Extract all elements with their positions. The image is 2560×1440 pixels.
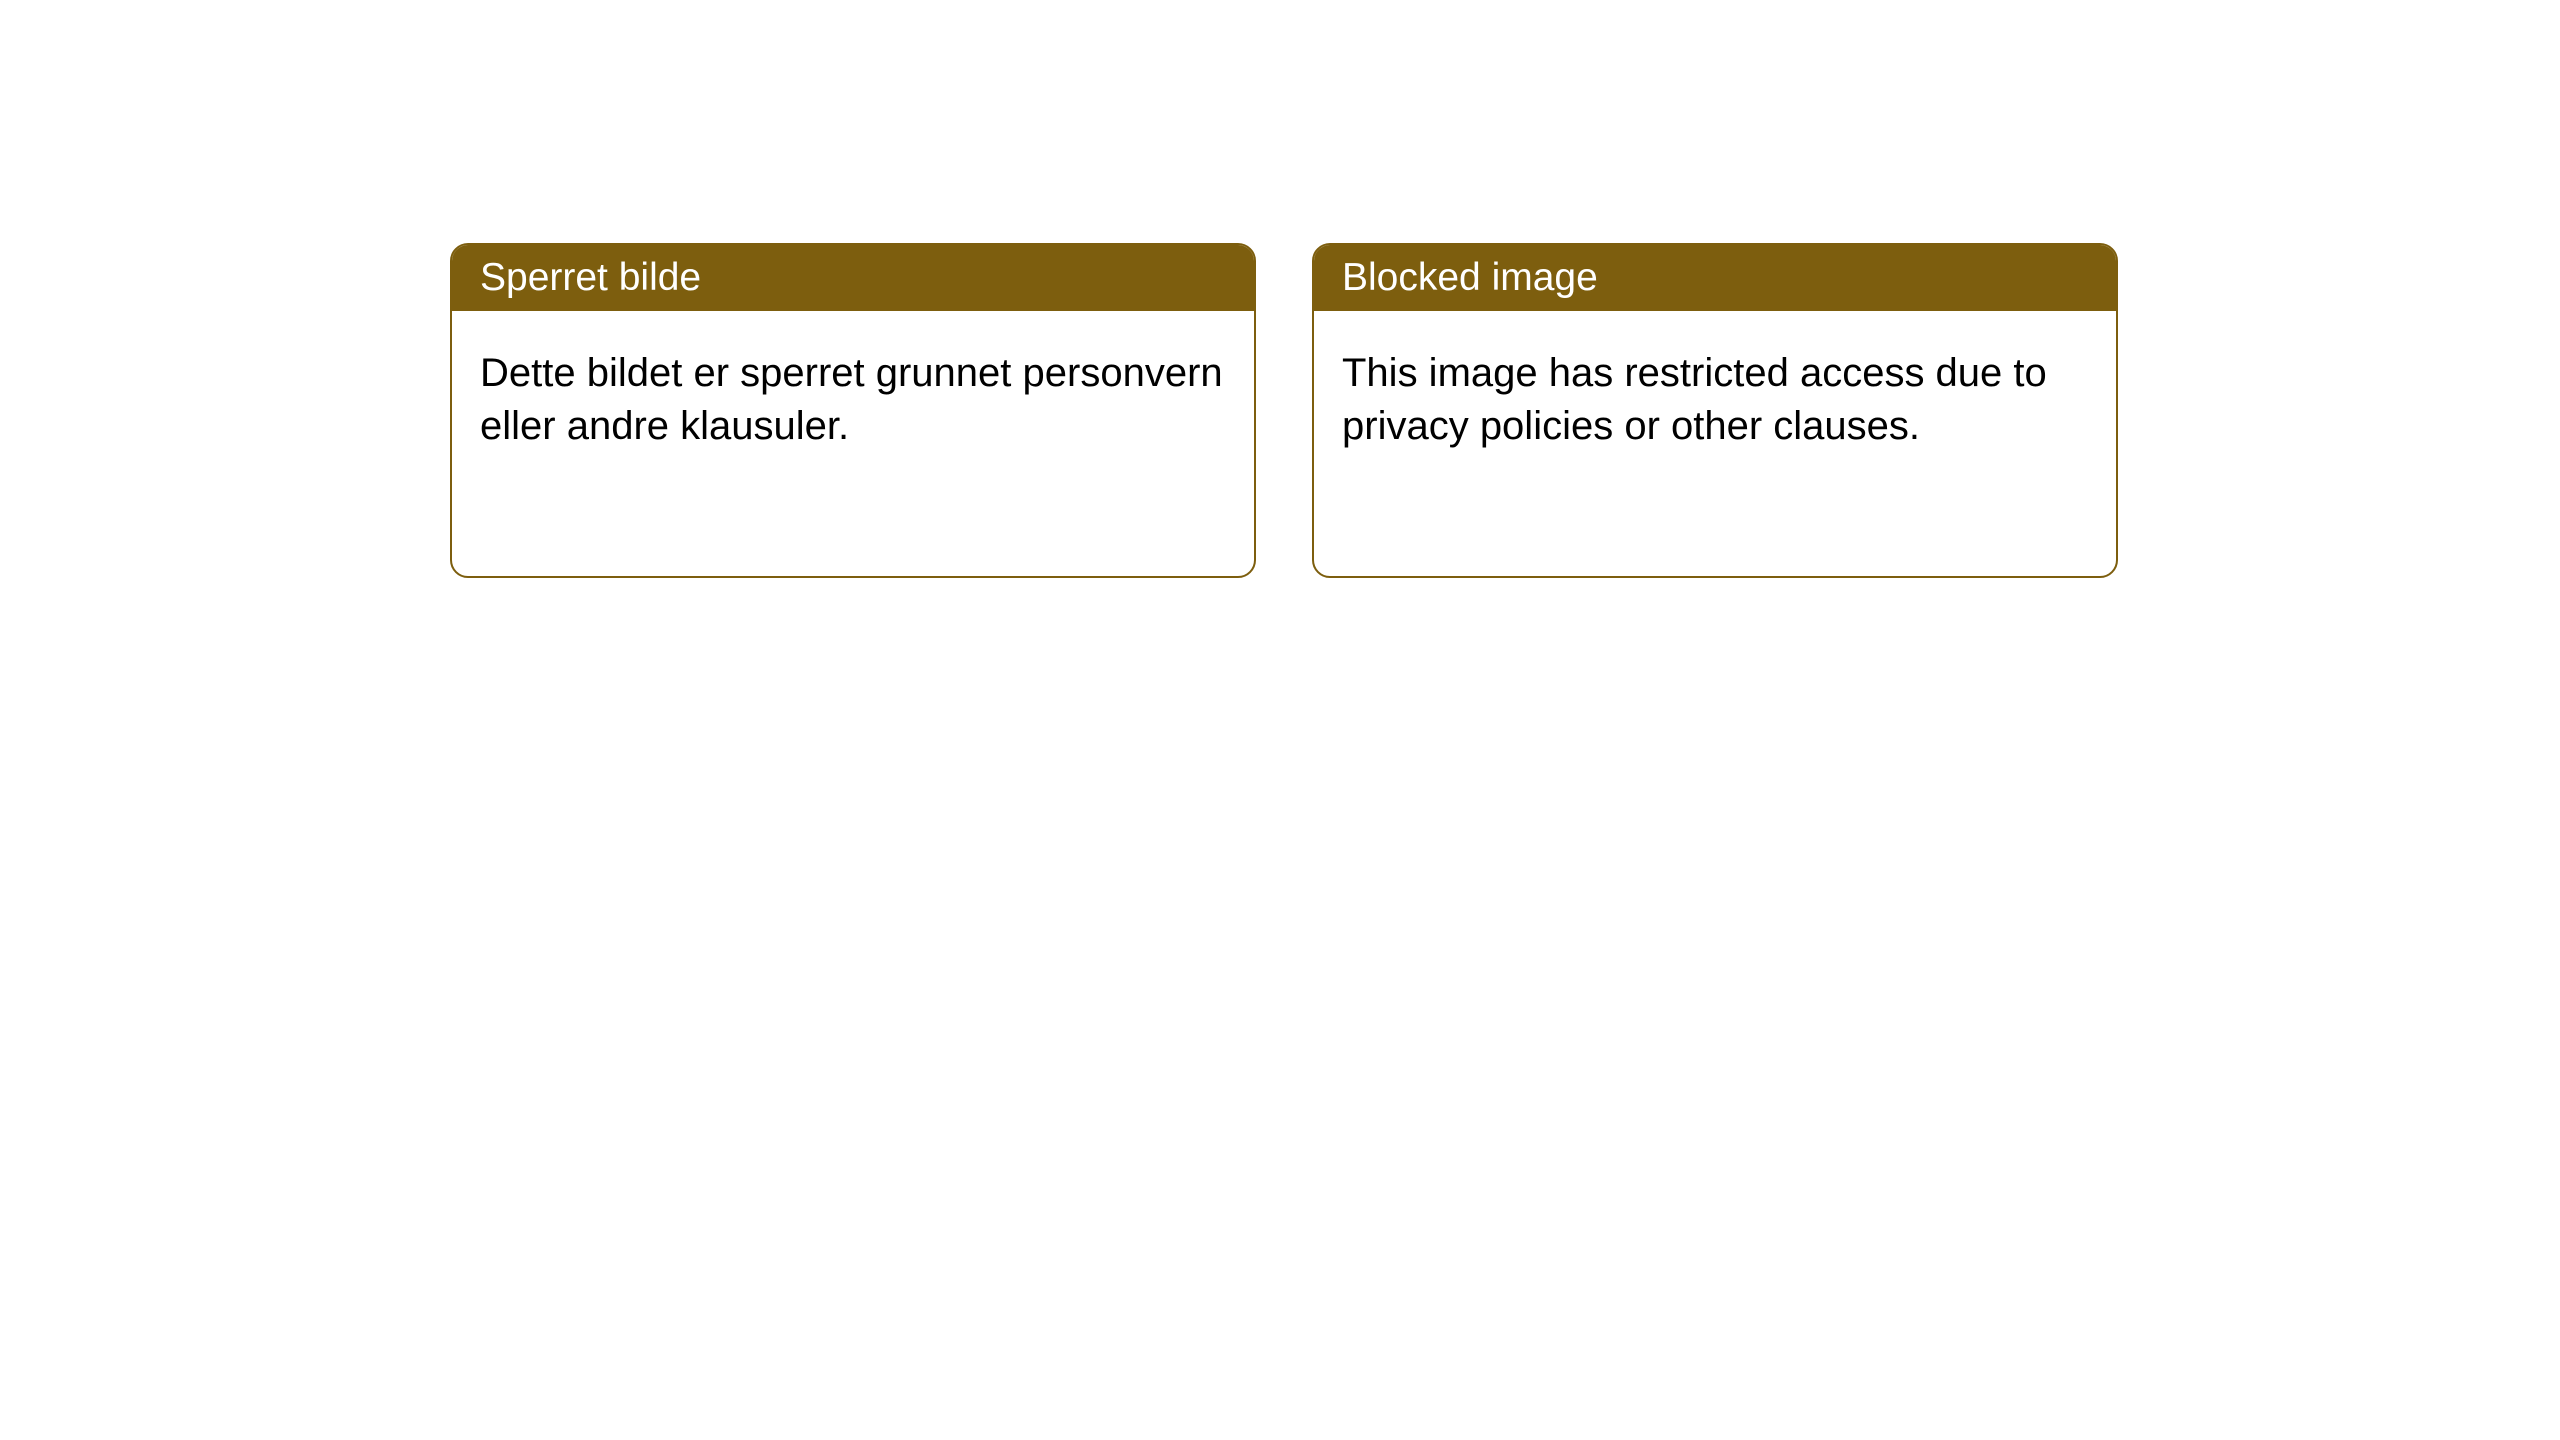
card-title: Blocked image: [1342, 256, 1598, 299]
card-header: Sperret bilde: [452, 245, 1254, 311]
blocked-image-card-english: Blocked image This image has restricted …: [1312, 243, 2118, 578]
notice-container: Sperret bilde Dette bildet er sperret gr…: [0, 0, 2560, 578]
card-body: Dette bildet er sperret grunnet personve…: [452, 311, 1254, 489]
card-title: Sperret bilde: [480, 256, 701, 299]
blocked-image-card-norwegian: Sperret bilde Dette bildet er sperret gr…: [450, 243, 1256, 578]
card-body-text: This image has restricted access due to …: [1342, 351, 2047, 448]
card-body-text: Dette bildet er sperret grunnet personve…: [480, 351, 1223, 448]
card-header: Blocked image: [1314, 245, 2116, 311]
card-body: This image has restricted access due to …: [1314, 311, 2116, 489]
